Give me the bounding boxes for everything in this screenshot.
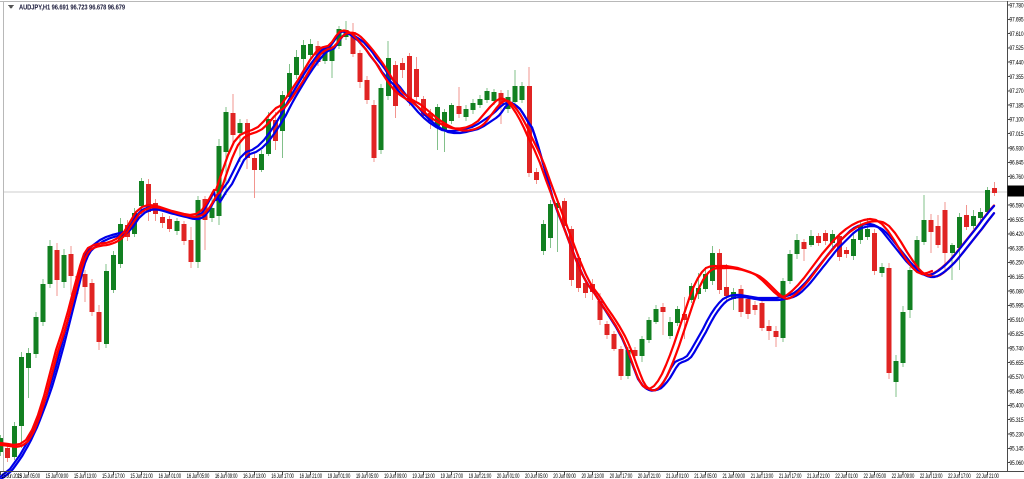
svg-text:20 Jun 01:00: 20 Jun 01:00 xyxy=(497,473,520,479)
svg-text:95.910: 95.910 xyxy=(1010,317,1024,324)
svg-text:22 Jun 01:00: 22 Jun 01:00 xyxy=(835,473,858,479)
svg-text:95.570: 95.570 xyxy=(1010,374,1024,381)
svg-text:96.679: 96.679 xyxy=(1009,188,1023,195)
svg-text:97.525: 97.525 xyxy=(1010,45,1024,52)
svg-text:95.315: 95.315 xyxy=(1010,417,1024,424)
svg-text:15 Jun 09:00: 15 Jun 09:00 xyxy=(46,473,69,479)
svg-text:97.270: 97.270 xyxy=(1010,88,1024,95)
svg-text:95.655: 95.655 xyxy=(1010,360,1024,367)
svg-text:96.930: 96.930 xyxy=(1010,145,1024,152)
svg-text:95.825: 95.825 xyxy=(1010,331,1024,338)
svg-text:97.100: 97.100 xyxy=(1010,117,1024,124)
svg-text:96.080: 96.080 xyxy=(1010,288,1024,295)
svg-text:15 Jun 13:00: 15 Jun 13:00 xyxy=(74,473,97,479)
svg-text:22 Jun 21:00: 22 Jun 21:00 xyxy=(976,473,999,479)
svg-text:21 Jun 17:00: 21 Jun 17:00 xyxy=(779,473,802,479)
svg-text:96.420: 96.420 xyxy=(1010,231,1024,238)
svg-text:95.995: 95.995 xyxy=(1010,303,1024,310)
svg-text:95.740: 95.740 xyxy=(1010,346,1024,353)
svg-text:20 Jun 21:00: 20 Jun 21:00 xyxy=(638,473,661,479)
svg-text:22 Jun 09:00: 22 Jun 09:00 xyxy=(892,473,915,479)
svg-text:20 Jun 09:00: 20 Jun 09:00 xyxy=(553,473,576,479)
svg-text:16 Jun 09:00: 16 Jun 09:00 xyxy=(215,473,238,479)
svg-text:96.505: 96.505 xyxy=(1010,217,1024,224)
svg-text:96.335: 96.335 xyxy=(1010,245,1024,252)
svg-text:96.590: 96.590 xyxy=(1010,203,1024,210)
svg-text:22 Jun 13:00: 22 Jun 13:00 xyxy=(920,473,943,479)
svg-text:19 Jun 05:00: 19 Jun 05:00 xyxy=(356,473,379,479)
svg-text:21 Jun 05:00: 21 Jun 05:00 xyxy=(694,473,717,479)
svg-text:97.695: 97.695 xyxy=(1010,17,1024,24)
svg-text:95.145: 95.145 xyxy=(1010,446,1024,453)
svg-text:97.355: 97.355 xyxy=(1010,74,1024,81)
svg-text:19 Jun 17:00: 19 Jun 17:00 xyxy=(440,473,463,479)
svg-text:19 Jun 13:00: 19 Jun 13:00 xyxy=(412,473,435,479)
svg-text:19 Jun 09:00: 19 Jun 09:00 xyxy=(384,473,407,479)
svg-text:22 Jun 17:00: 22 Jun 17:00 xyxy=(948,473,971,479)
svg-text:21 Jun 09:00: 21 Jun 09:00 xyxy=(722,473,745,479)
svg-text:95.485: 95.485 xyxy=(1010,388,1024,395)
svg-text:97.780: 97.780 xyxy=(1010,2,1024,9)
svg-text:95.400: 95.400 xyxy=(1010,403,1024,410)
svg-text:19 Jun 01:00: 19 Jun 01:00 xyxy=(328,473,351,479)
svg-text:19 Jun 21:00: 19 Jun 21:00 xyxy=(469,473,492,479)
svg-text:16 Jun 21:00: 16 Jun 21:00 xyxy=(299,473,322,479)
svg-text:96.760: 96.760 xyxy=(1010,174,1024,181)
svg-text:96.250: 96.250 xyxy=(1010,260,1024,267)
svg-text:21 Jun 21:00: 21 Jun 21:00 xyxy=(807,473,830,479)
svg-text:20 Jun 13:00: 20 Jun 13:00 xyxy=(581,473,604,479)
svg-text:22 Jun 05:00: 22 Jun 05:00 xyxy=(863,473,886,479)
svg-text:20 Jun 17:00: 20 Jun 17:00 xyxy=(610,473,633,479)
svg-text:97.440: 97.440 xyxy=(1010,60,1024,67)
svg-text:15 Jun 17:00: 15 Jun 17:00 xyxy=(102,473,125,479)
svg-text:21 Jun 13:00: 21 Jun 13:00 xyxy=(751,473,774,479)
svg-text:96.845: 96.845 xyxy=(1010,160,1024,167)
svg-text:16 Jun 17:00: 16 Jun 17:00 xyxy=(271,473,294,479)
svg-text:97.015: 97.015 xyxy=(1010,131,1024,138)
svg-text:97.610: 97.610 xyxy=(1010,31,1024,38)
svg-text:AUDJPY,H1 96.691 96.723 96.67: AUDJPY,H1 96.691 96.723 96.678 96.679 xyxy=(19,3,125,12)
svg-text:16 Jun 01:00: 16 Jun 01:00 xyxy=(158,473,181,479)
svg-text:21 Jun 01:00: 21 Jun 01:00 xyxy=(666,473,689,479)
svg-text:16 Jun 05:00: 16 Jun 05:00 xyxy=(187,473,210,479)
svg-text:97.185: 97.185 xyxy=(1010,102,1024,109)
svg-text:15 Jun 21:00: 15 Jun 21:00 xyxy=(130,473,153,479)
svg-text:16 Jun 13:00: 16 Jun 13:00 xyxy=(243,473,266,479)
svg-text:20 Jun 05:00: 20 Jun 05:00 xyxy=(525,473,548,479)
svg-text:15 Jun 2023: 15 Jun 2023 xyxy=(2,473,23,479)
svg-text:96.165: 96.165 xyxy=(1010,274,1024,281)
svg-text:95.230: 95.230 xyxy=(1010,431,1024,438)
svg-text:95.060: 95.060 xyxy=(1010,460,1024,467)
svg-text:15 Jun 05:00: 15 Jun 05:00 xyxy=(17,473,40,479)
